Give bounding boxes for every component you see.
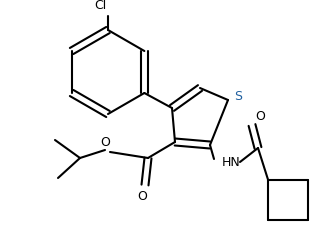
Text: HN: HN — [222, 156, 241, 169]
Text: O: O — [100, 135, 110, 148]
Text: O: O — [255, 110, 265, 123]
Text: S: S — [234, 90, 242, 103]
Text: O: O — [137, 191, 147, 204]
Text: Cl: Cl — [94, 0, 106, 12]
